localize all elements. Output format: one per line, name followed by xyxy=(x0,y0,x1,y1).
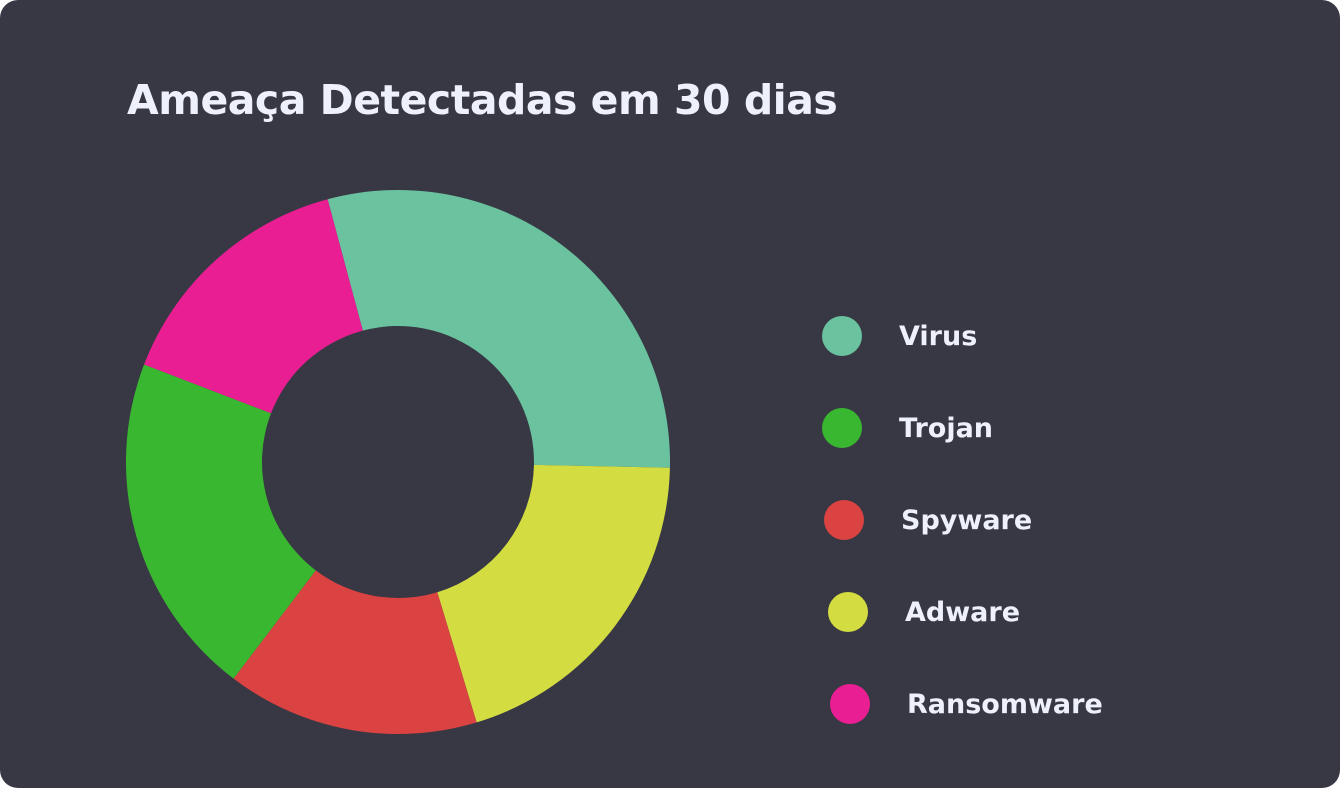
legend-label-trojan: Trojan xyxy=(899,412,994,444)
legend-item-adware: Adware xyxy=(828,590,1020,634)
legend-swatch-spyware xyxy=(824,500,864,540)
legend-label-ransomware: Ransomware xyxy=(907,688,1103,720)
slice-spyware xyxy=(233,570,477,734)
legend-item-virus: Virus xyxy=(822,314,977,358)
legend-swatch-trojan xyxy=(822,408,862,448)
legend-label-spyware: Spyware xyxy=(901,504,1033,536)
legend-item-spyware: Spyware xyxy=(824,498,1032,542)
legend-item-ransomware: Ransomware xyxy=(830,682,1103,726)
legend-label-virus: Virus xyxy=(899,320,978,352)
slice-virus xyxy=(327,189,670,468)
legend-swatch-ransomware xyxy=(830,684,870,724)
legend-item-trojan: Trojan xyxy=(822,406,993,450)
slice-ransomware xyxy=(144,199,363,414)
legend-swatch-virus xyxy=(822,316,862,356)
chart-title: Ameaça Detectadas em 30 dias xyxy=(127,76,838,124)
slice-trojan xyxy=(126,364,316,679)
slice-adware xyxy=(437,464,670,723)
legend-swatch-adware xyxy=(828,592,868,632)
legend-label-adware: Adware xyxy=(905,596,1021,628)
